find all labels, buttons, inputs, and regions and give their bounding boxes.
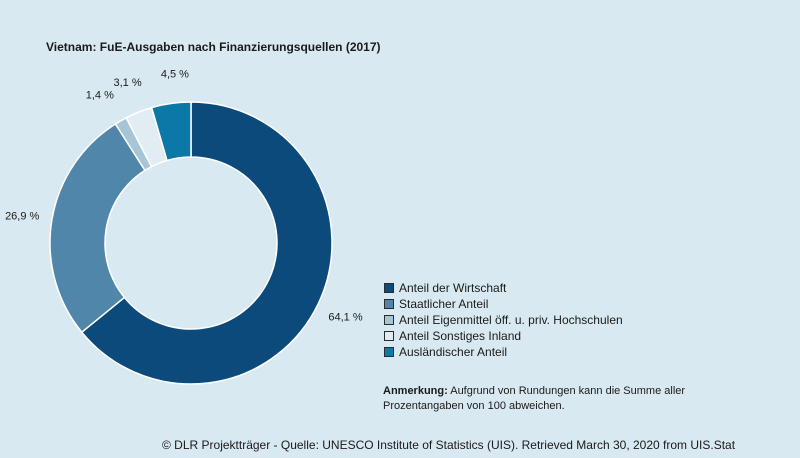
legend-swatch	[384, 315, 394, 325]
legend-label: Anteil Sonstiges Inland	[399, 329, 522, 343]
donut-slice	[150, 101, 192, 162]
legend-item: Anteil Sonstiges Inland	[384, 328, 623, 344]
value-labels: 64,1 % 26,9 % 1,4 %3,1 % 4,5 %	[5, 69, 363, 324]
source-credit: © DLR Projektträger - Quelle: UNESCO Ins…	[162, 438, 736, 452]
legend-label: Staatlicher Anteil	[399, 297, 489, 311]
legend-label: Ausländischer Anteil	[399, 345, 508, 359]
legend-item: Anteil Eigenmittel öff. u. priv. Hochsch…	[384, 312, 623, 328]
legend-label: Anteil Eigenmittel öff. u. priv. Hochsch…	[399, 313, 623, 327]
value-label: 3,1 %	[113, 77, 141, 89]
value-label: 64,1 %	[328, 311, 362, 323]
legend-item: Ausländischer Anteil	[384, 344, 623, 360]
donut-slices	[49, 101, 333, 385]
chart-note: Anmerkung: Aufgrund von Rundungen kann d…	[383, 384, 713, 414]
legend-swatch	[384, 347, 394, 357]
note-label: Anmerkung:	[383, 385, 448, 397]
legend-label: Anteil der Wirtschaft	[399, 281, 507, 295]
value-label: 4,5 %	[161, 69, 189, 81]
value-label: 1,4 %	[86, 90, 114, 102]
legend-item: Anteil der Wirtschaft	[384, 280, 623, 296]
chart-title: Vietnam: FuE-Ausgaben nach Finanzierungs…	[46, 40, 381, 54]
legend-swatch	[384, 331, 394, 341]
chart-legend: Anteil der Wirtschaft Staatlicher Anteil A…	[384, 280, 623, 360]
note-text: Aufgrund von Rundungen kann die Summe al…	[383, 385, 686, 412]
value-label: 26,9 %	[5, 211, 39, 223]
legend-swatch	[384, 299, 394, 309]
legend-item: Staatlicher Anteil	[384, 296, 623, 312]
donut-slice	[80, 101, 333, 385]
donut-slice	[49, 122, 146, 334]
legend-swatch	[384, 283, 394, 293]
